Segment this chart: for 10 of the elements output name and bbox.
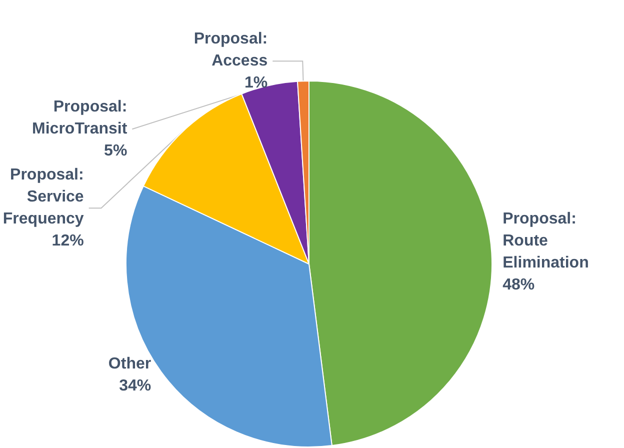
data-label: 48% bbox=[502, 276, 535, 294]
data-label: 12% bbox=[52, 232, 84, 250]
slice-label: Proposal: MicroTransit bbox=[32, 98, 128, 138]
data-label: 34% bbox=[119, 378, 152, 395]
data-label: 1% bbox=[244, 74, 268, 92]
slice-label: Other bbox=[108, 356, 152, 373]
data-label: 5% bbox=[104, 142, 128, 160]
slice-label: Proposal: Service Frequency bbox=[2, 166, 84, 228]
slice-label: Proposal: Access bbox=[194, 30, 268, 70]
slice-label: Proposal: Route Elimination bbox=[502, 210, 589, 272]
